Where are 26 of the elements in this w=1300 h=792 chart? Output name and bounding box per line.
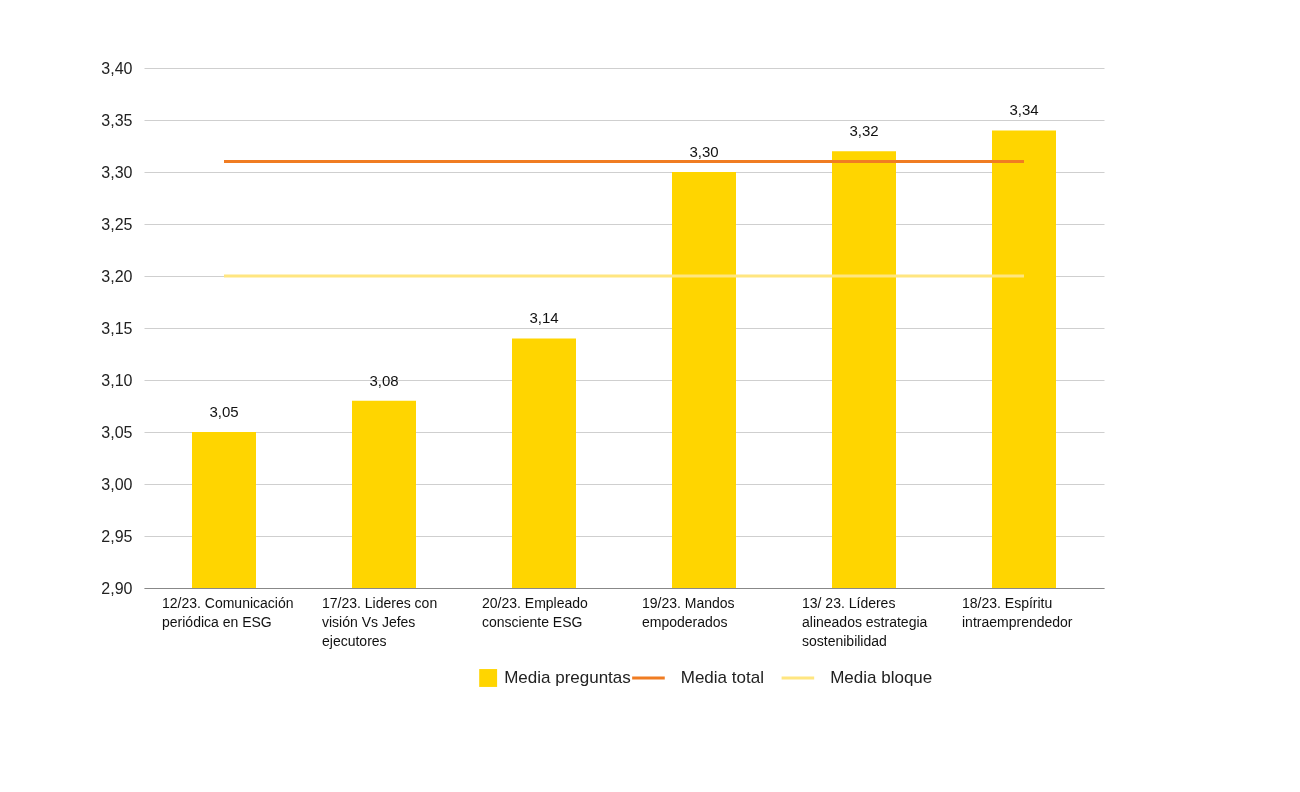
legend-label: Media bloque bbox=[830, 668, 933, 687]
text: 3,14 bbox=[529, 309, 559, 327]
y-tick-label: 3,15 bbox=[101, 319, 133, 337]
y-tick-label: 3,25 bbox=[101, 215, 133, 233]
text: 3,05 bbox=[209, 403, 239, 420]
y-tick-label: 2,95 bbox=[101, 527, 133, 545]
text: 3,34 bbox=[1009, 101, 1039, 119]
text: 3,08 bbox=[369, 371, 399, 389]
y-tick-label: 3,35 bbox=[101, 111, 133, 129]
text: 3,32 bbox=[849, 122, 879, 140]
legend-label: Media preguntas bbox=[504, 668, 631, 687]
x-tick-label: 20/23. Empleado consciente ESG bbox=[482, 594, 589, 630]
y-tick-label: 3,05 bbox=[101, 423, 133, 441]
x-tick-label: 12/23. Comunicación periódica en ESG bbox=[162, 594, 294, 630]
y-tick-label: 3,30 bbox=[101, 163, 133, 181]
y-tick-label: 2,90 bbox=[101, 579, 133, 597]
y-tick-label: 3,40 bbox=[101, 59, 133, 77]
x-tick-label: 17/23. Lideres con visión Vs Jefes ejecutores bbox=[322, 594, 438, 649]
x-tick-label: 13/ 23. Líderes alineados estrategia sostenibilidad bbox=[802, 594, 928, 649]
y-tick-label: 3,00 bbox=[101, 475, 133, 493]
x-tick-label: 19/23. Mandos empoderados bbox=[642, 594, 735, 630]
y-tick-label: 3,10 bbox=[101, 371, 133, 389]
x-tick-label: 18/23. Espíritu intraemprendedor bbox=[962, 594, 1073, 630]
legend-label: Media total bbox=[680, 668, 764, 687]
text: 3,30 bbox=[689, 143, 719, 160]
y-tick-label: 3,20 bbox=[101, 267, 133, 285]
